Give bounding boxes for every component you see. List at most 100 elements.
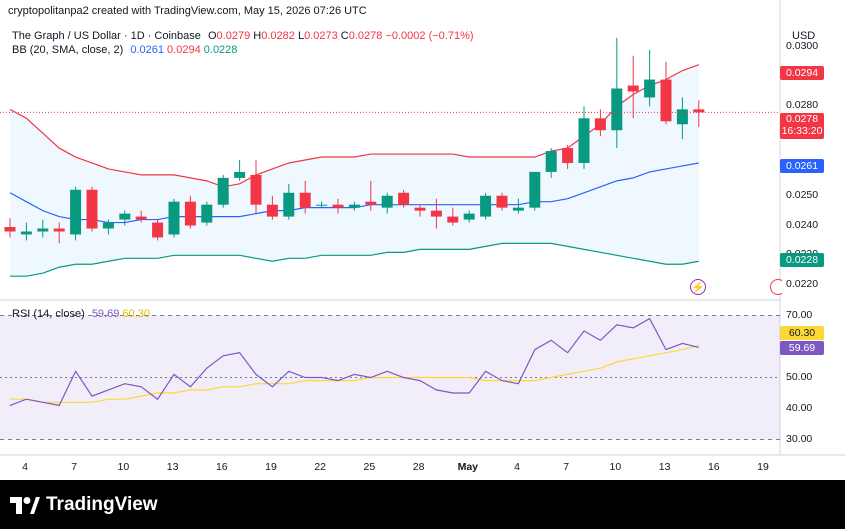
rsi-tick-label: 40.00 (786, 401, 813, 414)
bb-lower-line (10, 242, 699, 277)
tradingview-logo-icon (10, 496, 40, 514)
candle-body (53, 228, 65, 232)
candle-body (102, 222, 114, 229)
time-tick-label: May (457, 461, 479, 473)
price-tick-label: 0.0300 (786, 39, 819, 52)
candle-body (529, 171, 541, 208)
candle-body (594, 118, 606, 131)
bb-lower-tag: 0.0228 (780, 253, 824, 267)
candle-body (184, 201, 196, 226)
rsi-value: 59.69 (91, 308, 120, 320)
time-tick-label: 19 (757, 461, 769, 473)
candle-body (578, 118, 590, 163)
candle-body (266, 204, 278, 217)
rsi-tick-label: 70.00 (786, 308, 813, 321)
candle-body (365, 201, 377, 205)
candle-body (693, 109, 705, 113)
chart-frame: cryptopolitanpa2 created with TradingVie… (0, 0, 845, 480)
high-label: H (253, 30, 262, 42)
chart-canvas[interactable] (0, 0, 845, 480)
candle-body (512, 207, 524, 211)
time-tick-label: 28 (412, 461, 425, 473)
rsi-tick-label: 30.00 (786, 432, 813, 445)
rsi-tick-label: 50.00 (786, 370, 813, 383)
rsi-ma-line (10, 344, 699, 403)
candle-body (545, 151, 557, 172)
bb-upper-tag: 0.0294 (780, 66, 824, 80)
symbol-legend: The Graph / US Dollar · 1D · Coinbase O0… (12, 30, 474, 42)
candle-body (414, 207, 426, 211)
time-tick-label: 7 (563, 461, 570, 473)
bb-lower-value: 0.0228 (203, 44, 238, 56)
price-tick-label: 0.0280 (786, 99, 819, 112)
brand: TradingView (10, 494, 158, 516)
candle-body (316, 204, 328, 206)
candle-body (168, 201, 180, 235)
lightning-icon[interactable]: ⚡ (690, 279, 706, 295)
bb-legend: BB (20, SMA, close, 2) 0.0261 0.0294 0.0… (12, 44, 237, 56)
candle-body (496, 195, 508, 208)
candle-body (676, 109, 688, 125)
candle-body (37, 228, 49, 232)
time-tick-label: 16 (215, 461, 228, 473)
candle-body (332, 204, 344, 208)
time-tick-label: 22 (314, 461, 327, 473)
rsi-label: RSI (14, close) (12, 308, 85, 320)
bb-band-fill (10, 64, 699, 277)
time-tick-label: 4 (514, 461, 520, 473)
candle-body (217, 177, 229, 205)
candle-body (660, 79, 672, 122)
candle-body (480, 195, 492, 217)
rsi-line (9, 317, 699, 407)
close-value: 0.0278 (348, 30, 383, 42)
time-tick-label: 13 (658, 461, 671, 473)
candle-body (447, 216, 459, 223)
time-tick-label: 19 (265, 461, 277, 473)
candle-body (135, 216, 147, 220)
bb-upper-value: 0.0294 (167, 44, 201, 56)
rsi-ma-tag: 60.30 (780, 326, 824, 340)
candle-body (381, 195, 393, 208)
time-tick-label: 7 (71, 461, 78, 473)
currency-label: USD (792, 30, 816, 42)
candle-body (250, 174, 262, 205)
price-tick-label: 0.0240 (786, 218, 819, 231)
candle-body (119, 213, 131, 220)
event-flag-icon[interactable] (770, 279, 782, 295)
candle-body (348, 204, 360, 208)
time-tick-label: 4 (22, 461, 28, 473)
candle-body (463, 213, 475, 220)
rsi-ma-value: 60.30 (122, 308, 150, 320)
brand-name: TradingView (46, 494, 158, 515)
candle-body (299, 192, 311, 208)
rsi-legend: RSI (14, close) 59.69 60.30 (12, 308, 150, 320)
low-label: L (297, 30, 305, 42)
price-tick-label: 0.0220 (786, 278, 819, 291)
time-tick-label: 10 (117, 461, 130, 473)
open-value: 0.0279 (216, 30, 251, 42)
candle-body (644, 79, 656, 98)
low-value: 0.0273 (304, 30, 338, 42)
bb-label: BB (20, SMA, close, 2) (12, 44, 124, 56)
candle-body (430, 210, 442, 217)
symbol-name: The Graph / US Dollar · 1D · Coinbase (12, 30, 201, 42)
candle-body (20, 231, 32, 235)
candle-body (562, 148, 574, 163)
bb-mid-value: 0.0261 (130, 44, 164, 56)
candle-body (398, 192, 410, 205)
change-value: −0.0002 (−0.71%) (385, 30, 474, 42)
time-tick-label: 16 (707, 461, 720, 473)
time-tick-label: 25 (363, 461, 376, 473)
price-tick-label: 0.0250 (786, 188, 819, 201)
countdown: 16:33:20 (781, 125, 823, 137)
bb-mid-tag: 0.0261 (780, 159, 824, 173)
candle-body (627, 85, 639, 92)
candle-body (4, 227, 16, 232)
candle-body (152, 222, 164, 238)
candle-body (86, 189, 98, 229)
open-label: O (207, 30, 217, 42)
time-tick-label: 10 (609, 461, 622, 473)
candle-body (234, 171, 246, 178)
rsi-tag: 59.69 (780, 341, 824, 355)
last-price: 0.0278 (785, 113, 819, 125)
